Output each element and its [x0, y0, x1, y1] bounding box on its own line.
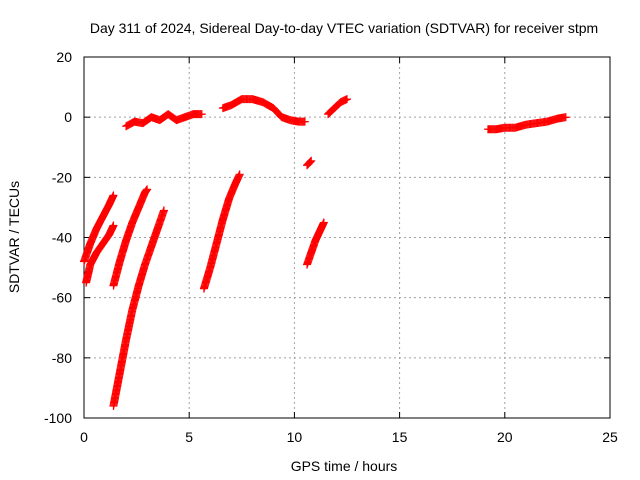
- data-point: [159, 206, 168, 215]
- y-tick-label: 20: [56, 49, 72, 65]
- data-points: [80, 95, 570, 410]
- x-tick-label: 15: [392, 429, 408, 445]
- data-point: [197, 110, 206, 119]
- data-series: [82, 221, 118, 287]
- x-tick-label: 5: [185, 429, 193, 445]
- data-point: [143, 185, 152, 194]
- axis-ticks: 0 5 10 15 20 25 20 0 -20 -40 -60 -80 -100: [44, 49, 618, 445]
- x-tick-label: 20: [497, 429, 513, 445]
- data-point: [307, 156, 316, 165]
- data-series: [303, 218, 328, 269]
- data-series: [109, 206, 168, 410]
- plot-frame: [83, 56, 611, 419]
- data-point: [235, 170, 244, 179]
- data-point: [109, 221, 118, 230]
- data-point: [343, 95, 351, 104]
- y-tick-label: -40: [52, 230, 72, 246]
- data-point: [306, 157, 315, 166]
- data-point: [109, 191, 118, 200]
- data-point: [305, 158, 314, 167]
- x-axis-label: GPS time / hours: [291, 458, 398, 474]
- y-tick-label: -20: [52, 169, 72, 185]
- x-tick-label: 0: [80, 429, 88, 445]
- data-series: [199, 170, 244, 293]
- data-point: [561, 113, 570, 122]
- y-tick-label: 0: [64, 109, 72, 125]
- data-series: [109, 185, 152, 290]
- data-point: [319, 218, 328, 227]
- data-series: [218, 95, 309, 126]
- y-tick-label: -60: [52, 290, 72, 306]
- data-series: [80, 191, 118, 266]
- y-tick-label: -100: [44, 410, 72, 426]
- data-series: [483, 113, 570, 134]
- data-series: [324, 95, 351, 119]
- y-axis-label: SDTVAR / TECUs: [6, 181, 22, 293]
- data-point: [300, 117, 309, 126]
- x-tick-label: 25: [602, 429, 618, 445]
- data-series: [303, 156, 316, 170]
- chart-title: Day 311 of 2024, Sidereal Day-to-day VTE…: [90, 20, 598, 36]
- y-tick-label: -80: [52, 350, 72, 366]
- x-tick-label: 10: [287, 429, 303, 445]
- data-series: [122, 110, 206, 131]
- grid-lines: [84, 57, 610, 418]
